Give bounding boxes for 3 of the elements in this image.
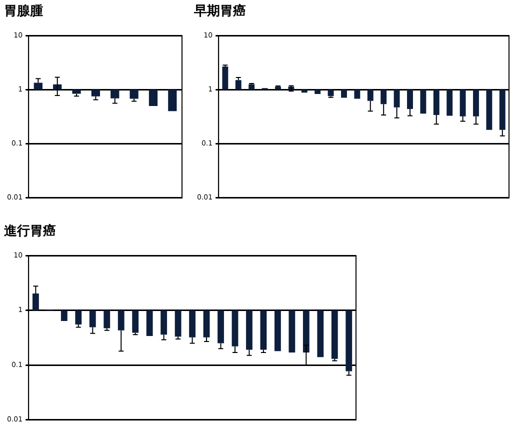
chart-title: 胃腺腫 <box>4 4 43 20</box>
chart-title: 早期胃癌 <box>193 3 246 20</box>
chart-title: 進行胃癌 <box>3 223 56 240</box>
